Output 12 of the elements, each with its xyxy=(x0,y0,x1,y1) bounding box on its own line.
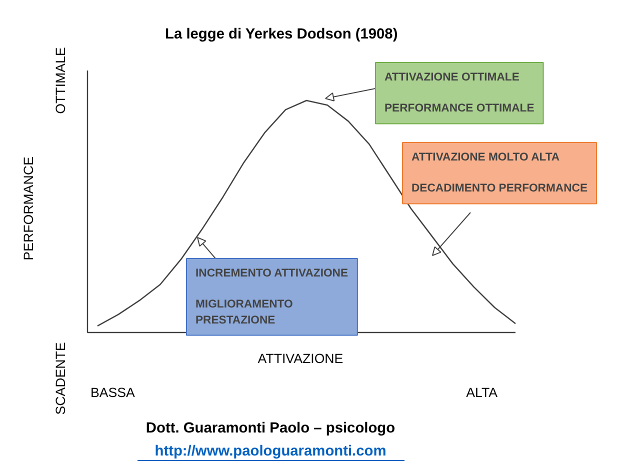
text: ATTIVAZIONE MOLTO ALTA DECADIMENTO PERFORMANCE xyxy=(412,152,588,195)
text: OTTIMALE xyxy=(53,47,68,114)
text: http://www.paologuaramonti.com xyxy=(154,444,386,460)
y-axis-title: PERFORMANCE xyxy=(21,156,36,260)
text: INCREMENTO ATTIVAZIONE MIGLIORAMENTO PRESTAZIONE xyxy=(196,268,348,326)
x-axis-title: ATTIVAZIONE xyxy=(258,351,344,366)
text: Dott. Guaramonti Paolo – psicologo xyxy=(146,420,396,436)
text: SCADENTE xyxy=(53,342,68,415)
text: ATTIVAZIONE OTTIMALE PERFORMANCE OTTIMALE xyxy=(384,72,534,115)
text: BASSA xyxy=(90,385,136,400)
text: ALTA xyxy=(466,385,498,400)
chart-title: La legge di Yerkes Dodson (1908) xyxy=(165,26,398,42)
